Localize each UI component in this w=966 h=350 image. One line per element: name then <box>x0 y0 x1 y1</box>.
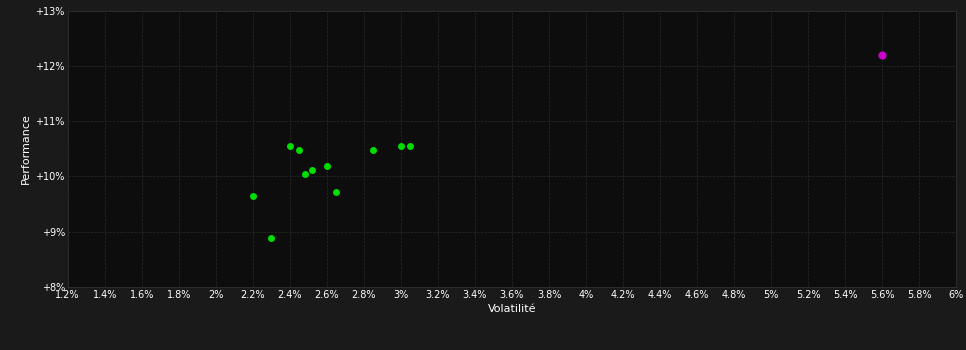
Point <box>245 193 261 198</box>
Point <box>297 171 312 176</box>
Y-axis label: Performance: Performance <box>21 113 31 184</box>
Point <box>328 189 344 195</box>
Point <box>874 52 890 57</box>
Point <box>282 143 298 149</box>
Point <box>264 236 279 241</box>
Point <box>304 167 320 173</box>
Point <box>292 147 307 153</box>
Point <box>393 143 409 149</box>
Point <box>365 147 381 153</box>
Point <box>319 164 334 169</box>
Point <box>403 143 418 149</box>
X-axis label: Volatilité: Volatilité <box>488 304 536 314</box>
